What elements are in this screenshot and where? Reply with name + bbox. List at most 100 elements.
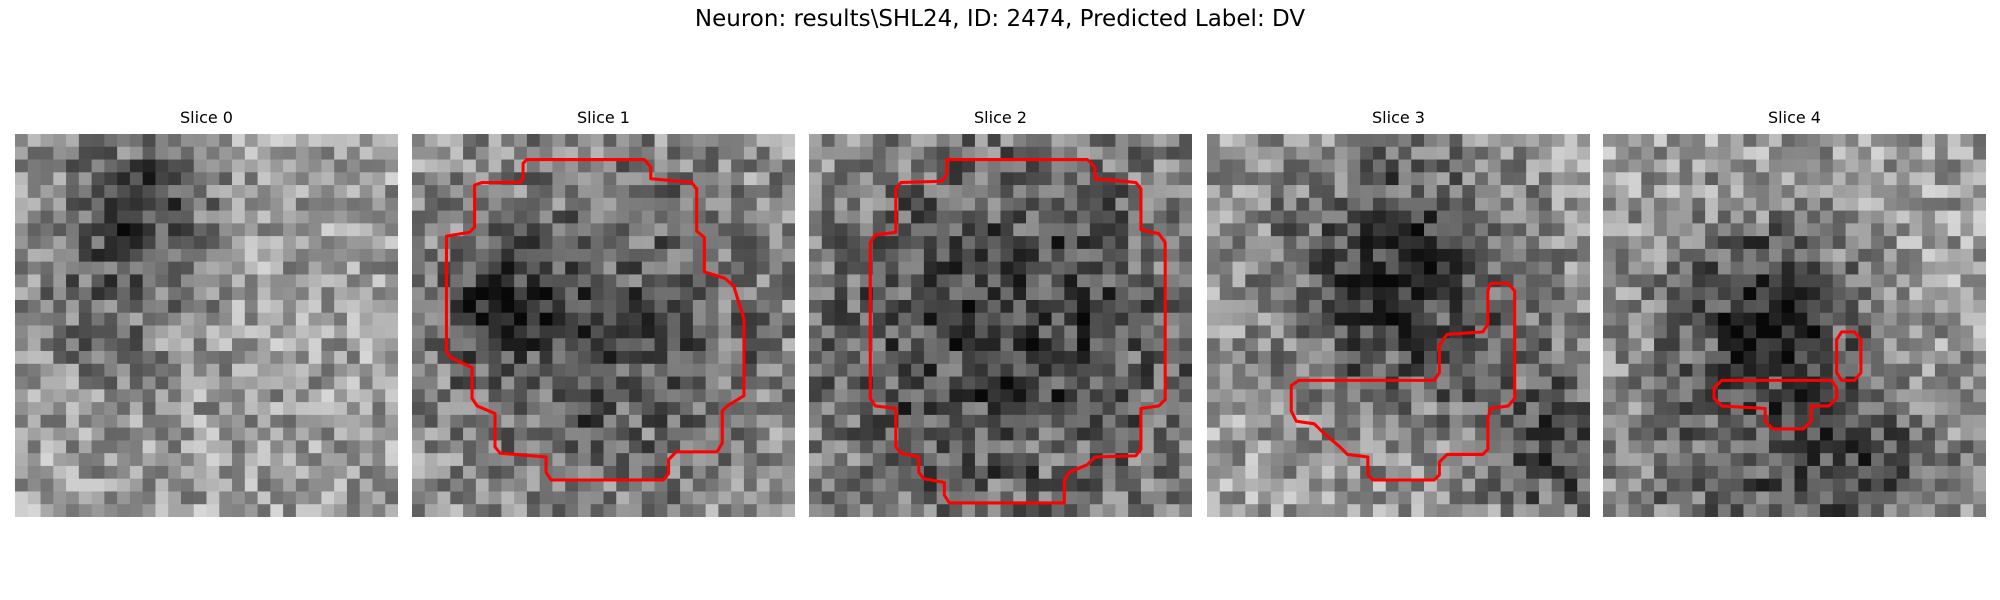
pixel bbox=[1794, 210, 1808, 224]
pixel bbox=[1960, 376, 1974, 390]
pixel bbox=[577, 363, 592, 377]
pixel bbox=[1347, 402, 1361, 416]
pixel bbox=[129, 453, 144, 467]
pixel bbox=[1102, 376, 1116, 390]
pixel bbox=[667, 402, 681, 416]
pixel bbox=[616, 210, 630, 224]
pixel bbox=[911, 402, 925, 416]
pixel bbox=[860, 440, 874, 454]
pixel bbox=[1398, 287, 1412, 301]
pixel bbox=[1538, 134, 1553, 148]
pixel bbox=[1128, 414, 1142, 429]
pixel bbox=[731, 159, 745, 173]
pixel bbox=[552, 185, 566, 199]
pixel bbox=[847, 351, 861, 365]
pixel bbox=[40, 351, 54, 365]
pixel bbox=[1411, 287, 1425, 301]
pixel bbox=[923, 402, 938, 416]
pixel bbox=[1038, 414, 1052, 429]
pixel bbox=[1245, 172, 1259, 186]
pixel bbox=[1321, 248, 1336, 263]
pixel bbox=[526, 299, 541, 314]
pixel bbox=[539, 363, 553, 377]
pixel bbox=[346, 274, 361, 288]
pixel bbox=[1411, 440, 1425, 454]
pixel bbox=[232, 248, 246, 263]
pixel bbox=[1705, 261, 1719, 275]
pixel bbox=[1781, 440, 1795, 454]
pixel bbox=[1513, 440, 1527, 454]
contour bbox=[1712, 378, 1839, 431]
pixel bbox=[66, 325, 80, 339]
pixel bbox=[1013, 427, 1027, 441]
pixel bbox=[129, 465, 144, 480]
pixel bbox=[1871, 325, 1885, 339]
pixel bbox=[1026, 414, 1040, 429]
pixel bbox=[424, 440, 438, 454]
pixel bbox=[987, 478, 1001, 492]
pixel bbox=[1538, 274, 1553, 288]
pixel bbox=[539, 274, 553, 288]
pixel bbox=[78, 185, 92, 199]
pixel bbox=[1089, 185, 1104, 199]
pixel bbox=[1179, 363, 1192, 377]
pixel bbox=[1334, 465, 1348, 480]
pixel bbox=[1270, 299, 1284, 314]
pixel bbox=[244, 223, 258, 237]
pixel bbox=[834, 478, 848, 492]
pixel bbox=[1768, 453, 1783, 467]
pixel bbox=[539, 223, 553, 237]
pixel bbox=[974, 223, 989, 237]
pixel bbox=[526, 159, 541, 173]
pixel bbox=[129, 223, 144, 237]
pixel bbox=[424, 146, 438, 160]
pixel bbox=[450, 376, 464, 390]
pixel bbox=[552, 146, 566, 160]
pixel bbox=[1883, 146, 1898, 160]
pixel bbox=[283, 159, 297, 173]
pixel bbox=[1372, 146, 1387, 160]
pixel bbox=[53, 248, 67, 263]
pixel bbox=[756, 159, 770, 173]
pixel bbox=[104, 363, 118, 377]
pixel bbox=[1807, 338, 1821, 352]
pixel bbox=[1077, 299, 1091, 314]
pixel bbox=[488, 453, 502, 467]
pixel bbox=[53, 478, 67, 492]
pixel bbox=[1756, 287, 1770, 301]
pixel bbox=[756, 146, 770, 160]
pixel bbox=[1166, 287, 1180, 301]
pixel bbox=[1692, 363, 1706, 377]
pixel bbox=[936, 261, 950, 275]
pixel bbox=[1564, 363, 1578, 377]
pixel bbox=[1934, 172, 1949, 186]
pixel bbox=[450, 389, 464, 403]
pixel bbox=[1654, 351, 1668, 365]
pixel bbox=[1654, 185, 1668, 199]
pixel bbox=[1845, 134, 1859, 148]
pixel bbox=[1115, 427, 1129, 441]
pixel bbox=[346, 453, 361, 467]
pixel bbox=[552, 299, 566, 314]
pixel bbox=[1038, 351, 1052, 365]
pixel bbox=[1947, 312, 1961, 326]
pixel bbox=[372, 299, 386, 314]
pixel bbox=[552, 363, 566, 377]
pixel bbox=[769, 172, 783, 186]
pixel bbox=[526, 338, 541, 352]
pixel bbox=[168, 414, 182, 429]
pixel bbox=[1462, 363, 1476, 377]
pixel bbox=[731, 402, 745, 416]
pixel bbox=[1064, 351, 1078, 365]
pixel bbox=[743, 299, 758, 314]
pixel bbox=[334, 389, 348, 403]
pixel bbox=[1296, 325, 1310, 339]
pixel bbox=[821, 299, 835, 314]
pixel bbox=[974, 363, 989, 377]
pixel bbox=[1207, 414, 1221, 429]
pixel bbox=[359, 261, 373, 275]
pixel bbox=[346, 248, 361, 263]
pixel bbox=[1449, 146, 1463, 160]
pixel bbox=[1960, 159, 1974, 173]
pixel bbox=[1309, 363, 1323, 377]
